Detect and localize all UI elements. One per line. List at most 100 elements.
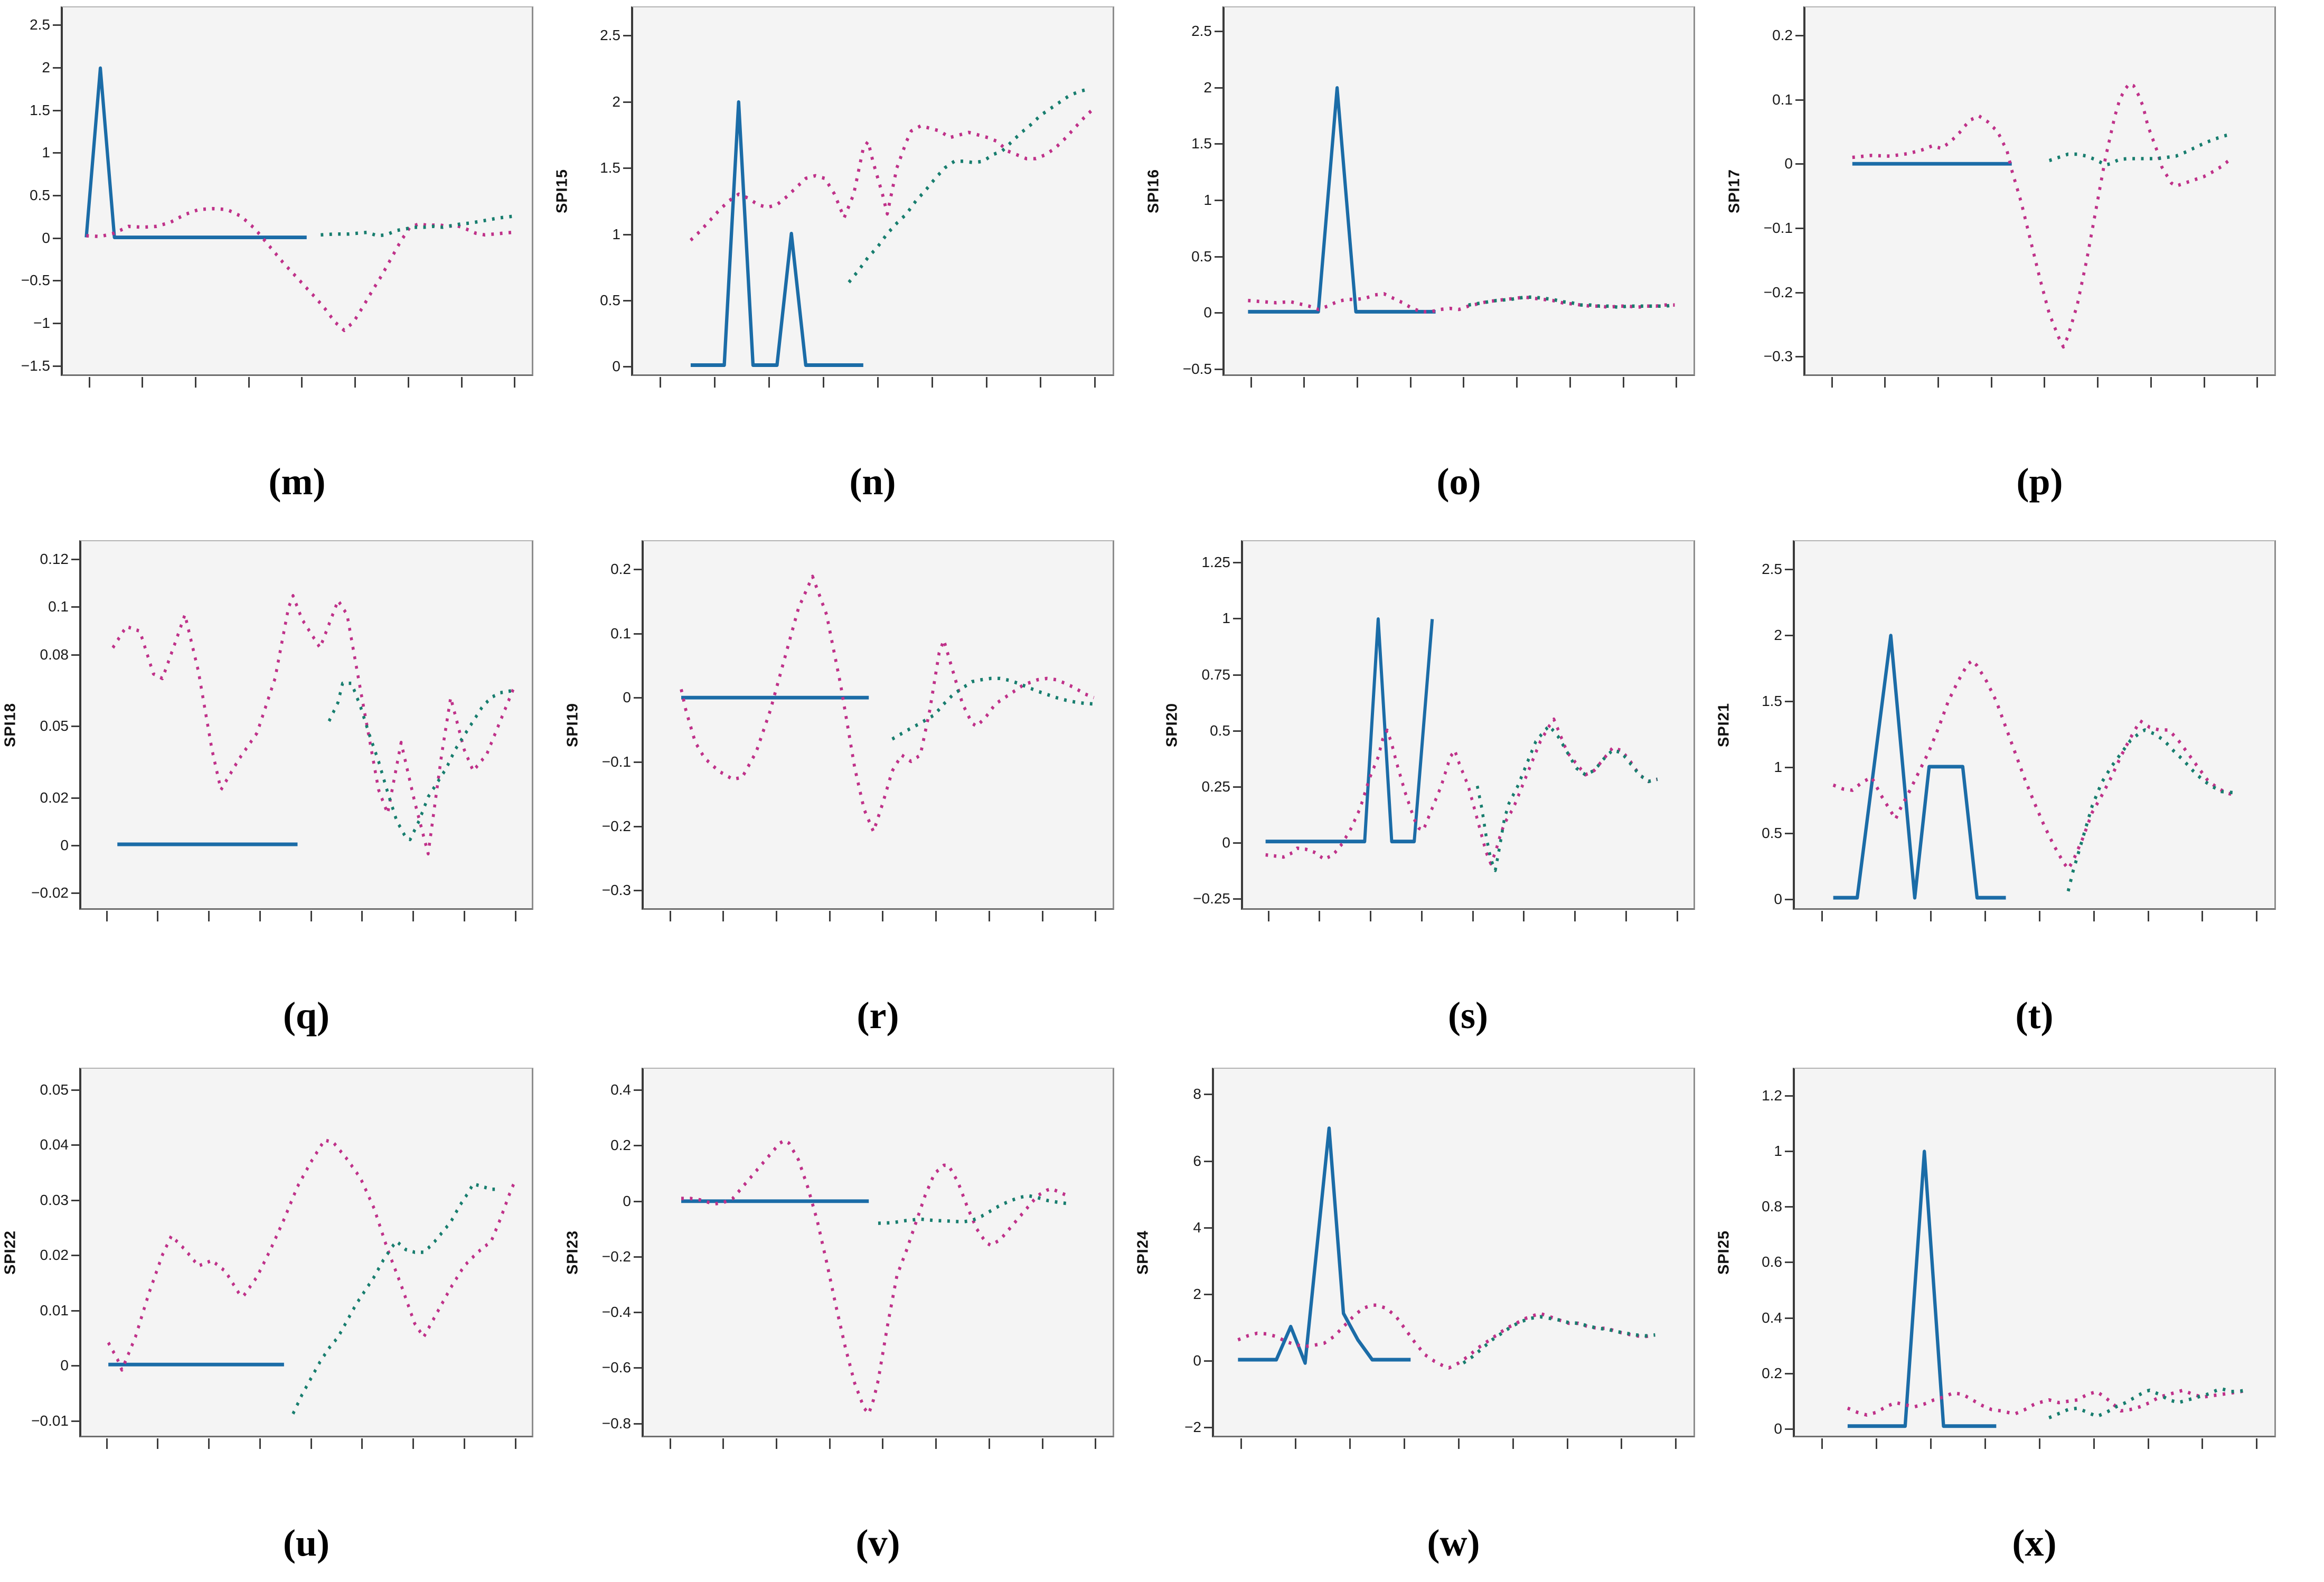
plot-area bbox=[642, 540, 1114, 910]
series-blue-solid-line bbox=[1248, 86, 1436, 314]
y-tick-label: 0.1 bbox=[48, 598, 69, 615]
series-pink-dotted-line bbox=[1237, 1303, 1655, 1370]
y-tick-label: 1.25 bbox=[1201, 554, 1231, 571]
x-tick-mark bbox=[310, 1438, 312, 1449]
y-tick-label: 0.5 bbox=[30, 187, 50, 204]
y-tick-mark bbox=[1204, 1227, 1212, 1229]
x-tick-mark bbox=[1319, 911, 1321, 921]
y-tick-label: −1.5 bbox=[21, 357, 50, 374]
x-tick-mark bbox=[935, 911, 937, 921]
x-tick-mark bbox=[1512, 1438, 1514, 1449]
y-tick-label: 0.02 bbox=[40, 789, 69, 806]
x-tick-mark bbox=[1357, 377, 1359, 388]
x-tick-mark bbox=[1463, 377, 1465, 388]
y-tick-label: 0 bbox=[42, 229, 50, 246]
x-tick-mark bbox=[1990, 377, 1992, 388]
x-tick-mark bbox=[2256, 911, 2258, 921]
y-tick-mark bbox=[1233, 786, 1241, 788]
y-tick-label: 2 bbox=[612, 93, 620, 110]
y-tick-label: 0 bbox=[1222, 834, 1230, 851]
x-tick-mark bbox=[1457, 1438, 1460, 1449]
y-tick-mark bbox=[1795, 291, 1803, 294]
y-tick-mark bbox=[1215, 87, 1222, 89]
x-tick-mark bbox=[768, 377, 770, 388]
y-tick-label: −0.3 bbox=[1763, 348, 1793, 365]
y-tick-label: 2 bbox=[1774, 627, 1782, 643]
x-tick-mark bbox=[882, 1438, 884, 1449]
y-tick-label: 0 bbox=[1774, 891, 1782, 907]
y-tick-mark bbox=[634, 1367, 642, 1369]
y-axis-label: SPI23 bbox=[564, 1230, 581, 1275]
y-tick-mark bbox=[53, 195, 61, 197]
x-tick-mark bbox=[354, 377, 356, 388]
y-tick-mark bbox=[1204, 1360, 1212, 1362]
x-tick-mark bbox=[157, 1438, 159, 1449]
y-tick-mark bbox=[53, 365, 61, 367]
y-tick-mark bbox=[71, 892, 79, 894]
x-tick-mark bbox=[1370, 911, 1372, 921]
y-tick-mark bbox=[623, 299, 631, 302]
series-pink-dotted-line bbox=[681, 1138, 1071, 1416]
panel-x: SPI25 (x) 1.2 1 0.8 0.6 0.4 0.2 0 bbox=[1716, 1055, 2324, 1582]
series-pink-dotted-line bbox=[1847, 1388, 2246, 1417]
y-tick-mark bbox=[634, 825, 642, 827]
y-tick-mark bbox=[53, 280, 61, 282]
y-tick-label: 4 bbox=[1193, 1219, 1201, 1236]
x-tick-mark bbox=[1523, 911, 1525, 921]
series-blue-solid-line bbox=[1265, 617, 1434, 844]
x-tick-mark bbox=[1403, 1438, 1405, 1449]
x-tick-mark bbox=[106, 1438, 108, 1449]
series-green-dotted-line bbox=[321, 214, 513, 238]
y-tick-label: 6 bbox=[1193, 1152, 1201, 1169]
y-tick-label: 1 bbox=[1774, 1142, 1782, 1159]
x-tick-mark bbox=[829, 1438, 831, 1449]
y-tick-label: 1.5 bbox=[1762, 693, 1782, 709]
y-tick-label: 0 bbox=[623, 689, 631, 706]
plot-area bbox=[1793, 540, 2276, 910]
panel-r: SPI19 (r) 0.2 0.1 0 −0.1 −0.2 −0.3 bbox=[564, 528, 1162, 1055]
x-tick-mark bbox=[882, 911, 884, 921]
y-tick-mark bbox=[1215, 143, 1222, 145]
panel-t: SPI21 (t) 2.5 2 1.5 1 0.5 0 bbox=[1716, 528, 2324, 1055]
y-tick-mark bbox=[1215, 312, 1222, 314]
y-tick-mark bbox=[53, 323, 61, 324]
panel-caption: (s) bbox=[1448, 994, 1488, 1037]
series-green-dotted-line bbox=[878, 1194, 1071, 1225]
x-tick-mark bbox=[1884, 377, 1886, 388]
x-tick-mark bbox=[2203, 377, 2205, 388]
y-tick-label: 0.2 bbox=[610, 1137, 631, 1154]
x-tick-mark bbox=[1420, 911, 1423, 921]
y-axis-label: SPI15 bbox=[553, 169, 571, 213]
x-tick-mark bbox=[2201, 911, 2204, 921]
y-tick-label: 0.4 bbox=[1762, 1309, 1782, 1326]
x-tick-mark bbox=[1984, 911, 1986, 921]
y-tick-mark bbox=[71, 1255, 79, 1257]
y-tick-mark bbox=[1785, 899, 1793, 900]
x-tick-mark bbox=[1409, 377, 1412, 388]
y-tick-label: 0.75 bbox=[1201, 666, 1231, 683]
y-tick-label: 0 bbox=[60, 1357, 69, 1374]
x-tick-mark bbox=[248, 377, 250, 388]
x-tick-mark bbox=[361, 911, 363, 921]
panel-caption: (q) bbox=[283, 994, 330, 1037]
y-tick-mark bbox=[1795, 99, 1803, 101]
x-tick-mark bbox=[1621, 1438, 1623, 1449]
x-tick-mark bbox=[1569, 377, 1571, 388]
y-tick-label: 0 bbox=[1193, 1352, 1201, 1369]
y-tick-mark bbox=[634, 697, 642, 699]
y-tick-label: 0.03 bbox=[40, 1191, 69, 1208]
panel-p: SPI17 (p) 0.2 0.1 0 −0.1 −0.2 −0.3 bbox=[1726, 0, 2324, 528]
x-tick-mark bbox=[157, 911, 159, 921]
y-tick-label: 0.08 bbox=[40, 646, 69, 663]
y-axis-label: SPI24 bbox=[1134, 1230, 1152, 1275]
x-tick-mark bbox=[1676, 911, 1678, 921]
y-tick-label: 0.5 bbox=[1762, 825, 1782, 841]
y-tick-label: −0.2 bbox=[601, 1248, 631, 1265]
panel-v: SPI23 (v) 0.4 0.2 0 −0.2 −0.4 −0.6 −0.8 bbox=[564, 1055, 1162, 1582]
y-tick-mark bbox=[634, 633, 642, 635]
y-tick-label: 2.5 bbox=[1762, 561, 1782, 577]
y-tick-label: 2.5 bbox=[1191, 22, 1212, 39]
x-tick-mark bbox=[2256, 377, 2259, 388]
y-tick-mark bbox=[1785, 701, 1793, 702]
y-tick-mark bbox=[53, 237, 61, 239]
